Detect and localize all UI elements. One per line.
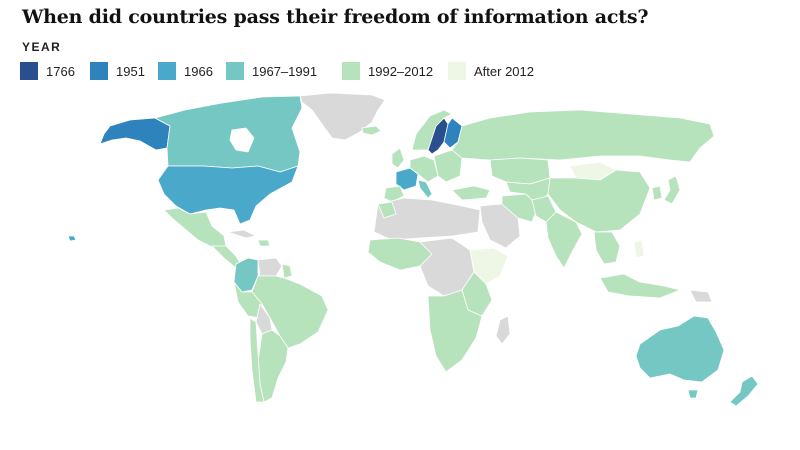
region-venezuela [257, 257, 283, 277]
legend-item-1766: 1766 [20, 61, 75, 81]
region-uk [391, 147, 405, 169]
region-japan [663, 175, 681, 205]
legend-label-1967-1991: 1967–1991 [252, 63, 318, 79]
legend-item-1951: 1951 [90, 61, 145, 81]
legend-swatch-1966 [158, 62, 176, 80]
region-philippines [633, 239, 645, 259]
region-png [689, 289, 713, 303]
region-southeast-asia [593, 231, 621, 265]
region-caribbean [257, 239, 271, 247]
legend-item-after-2012: After 2012 [448, 61, 534, 81]
region-china [547, 169, 651, 233]
legend-swatch-1967-1991 [226, 62, 244, 80]
legend-label-1951: 1951 [116, 63, 145, 79]
region-cuba [227, 229, 257, 239]
region-alaska [99, 117, 171, 151]
region-australia [635, 315, 725, 383]
legend-label-1966: 1966 [184, 63, 213, 79]
region-mexico [163, 207, 227, 249]
legend-item-1966: 1966 [158, 61, 213, 81]
region-guianas [281, 263, 293, 279]
region-kazakhstan [489, 157, 551, 185]
region-north-africa [373, 197, 481, 241]
region-southern-africa [427, 289, 483, 373]
region-canada [154, 95, 303, 173]
legend-item-1992-2012: 1992–2012 [342, 61, 433, 81]
region-iceland [361, 125, 382, 136]
region-argentina [257, 329, 289, 403]
region-india [545, 211, 583, 269]
region-korea [651, 185, 663, 201]
legend-swatch-1992-2012 [342, 62, 360, 80]
legend-swatch-1766 [20, 62, 38, 80]
region-hudson-bay [229, 127, 255, 153]
legend-heading: YEAR [22, 40, 62, 54]
legend-label-1766: 1766 [46, 63, 75, 79]
region-madagascar [495, 315, 511, 345]
region-united-states [157, 165, 299, 225]
region-brazil [251, 275, 329, 349]
legend-label-1992-2012: 1992–2012 [368, 63, 434, 79]
legend-label-after-2012: After 2012 [474, 63, 534, 79]
region-morocco [377, 201, 397, 219]
region-indonesia [599, 273, 681, 299]
region-russia [451, 109, 715, 163]
region-italy [417, 179, 433, 199]
region-chile [249, 317, 265, 403]
region-hawaii [67, 235, 77, 242]
legend-item-1967-1991: 1967–1991 [226, 61, 317, 81]
region-central-europe [409, 155, 439, 183]
region-new-zealand [729, 375, 759, 407]
legend-swatch-after-2012 [448, 62, 466, 80]
region-turkey [451, 185, 491, 201]
legend-swatch-1951 [90, 62, 108, 80]
legend: 1766 1951 1966 1967–1991 1992–2012 After… [20, 61, 580, 81]
region-norway [411, 109, 453, 151]
page-title: When did countries pass their freedom of… [22, 6, 649, 28]
region-tasmania [687, 389, 699, 399]
